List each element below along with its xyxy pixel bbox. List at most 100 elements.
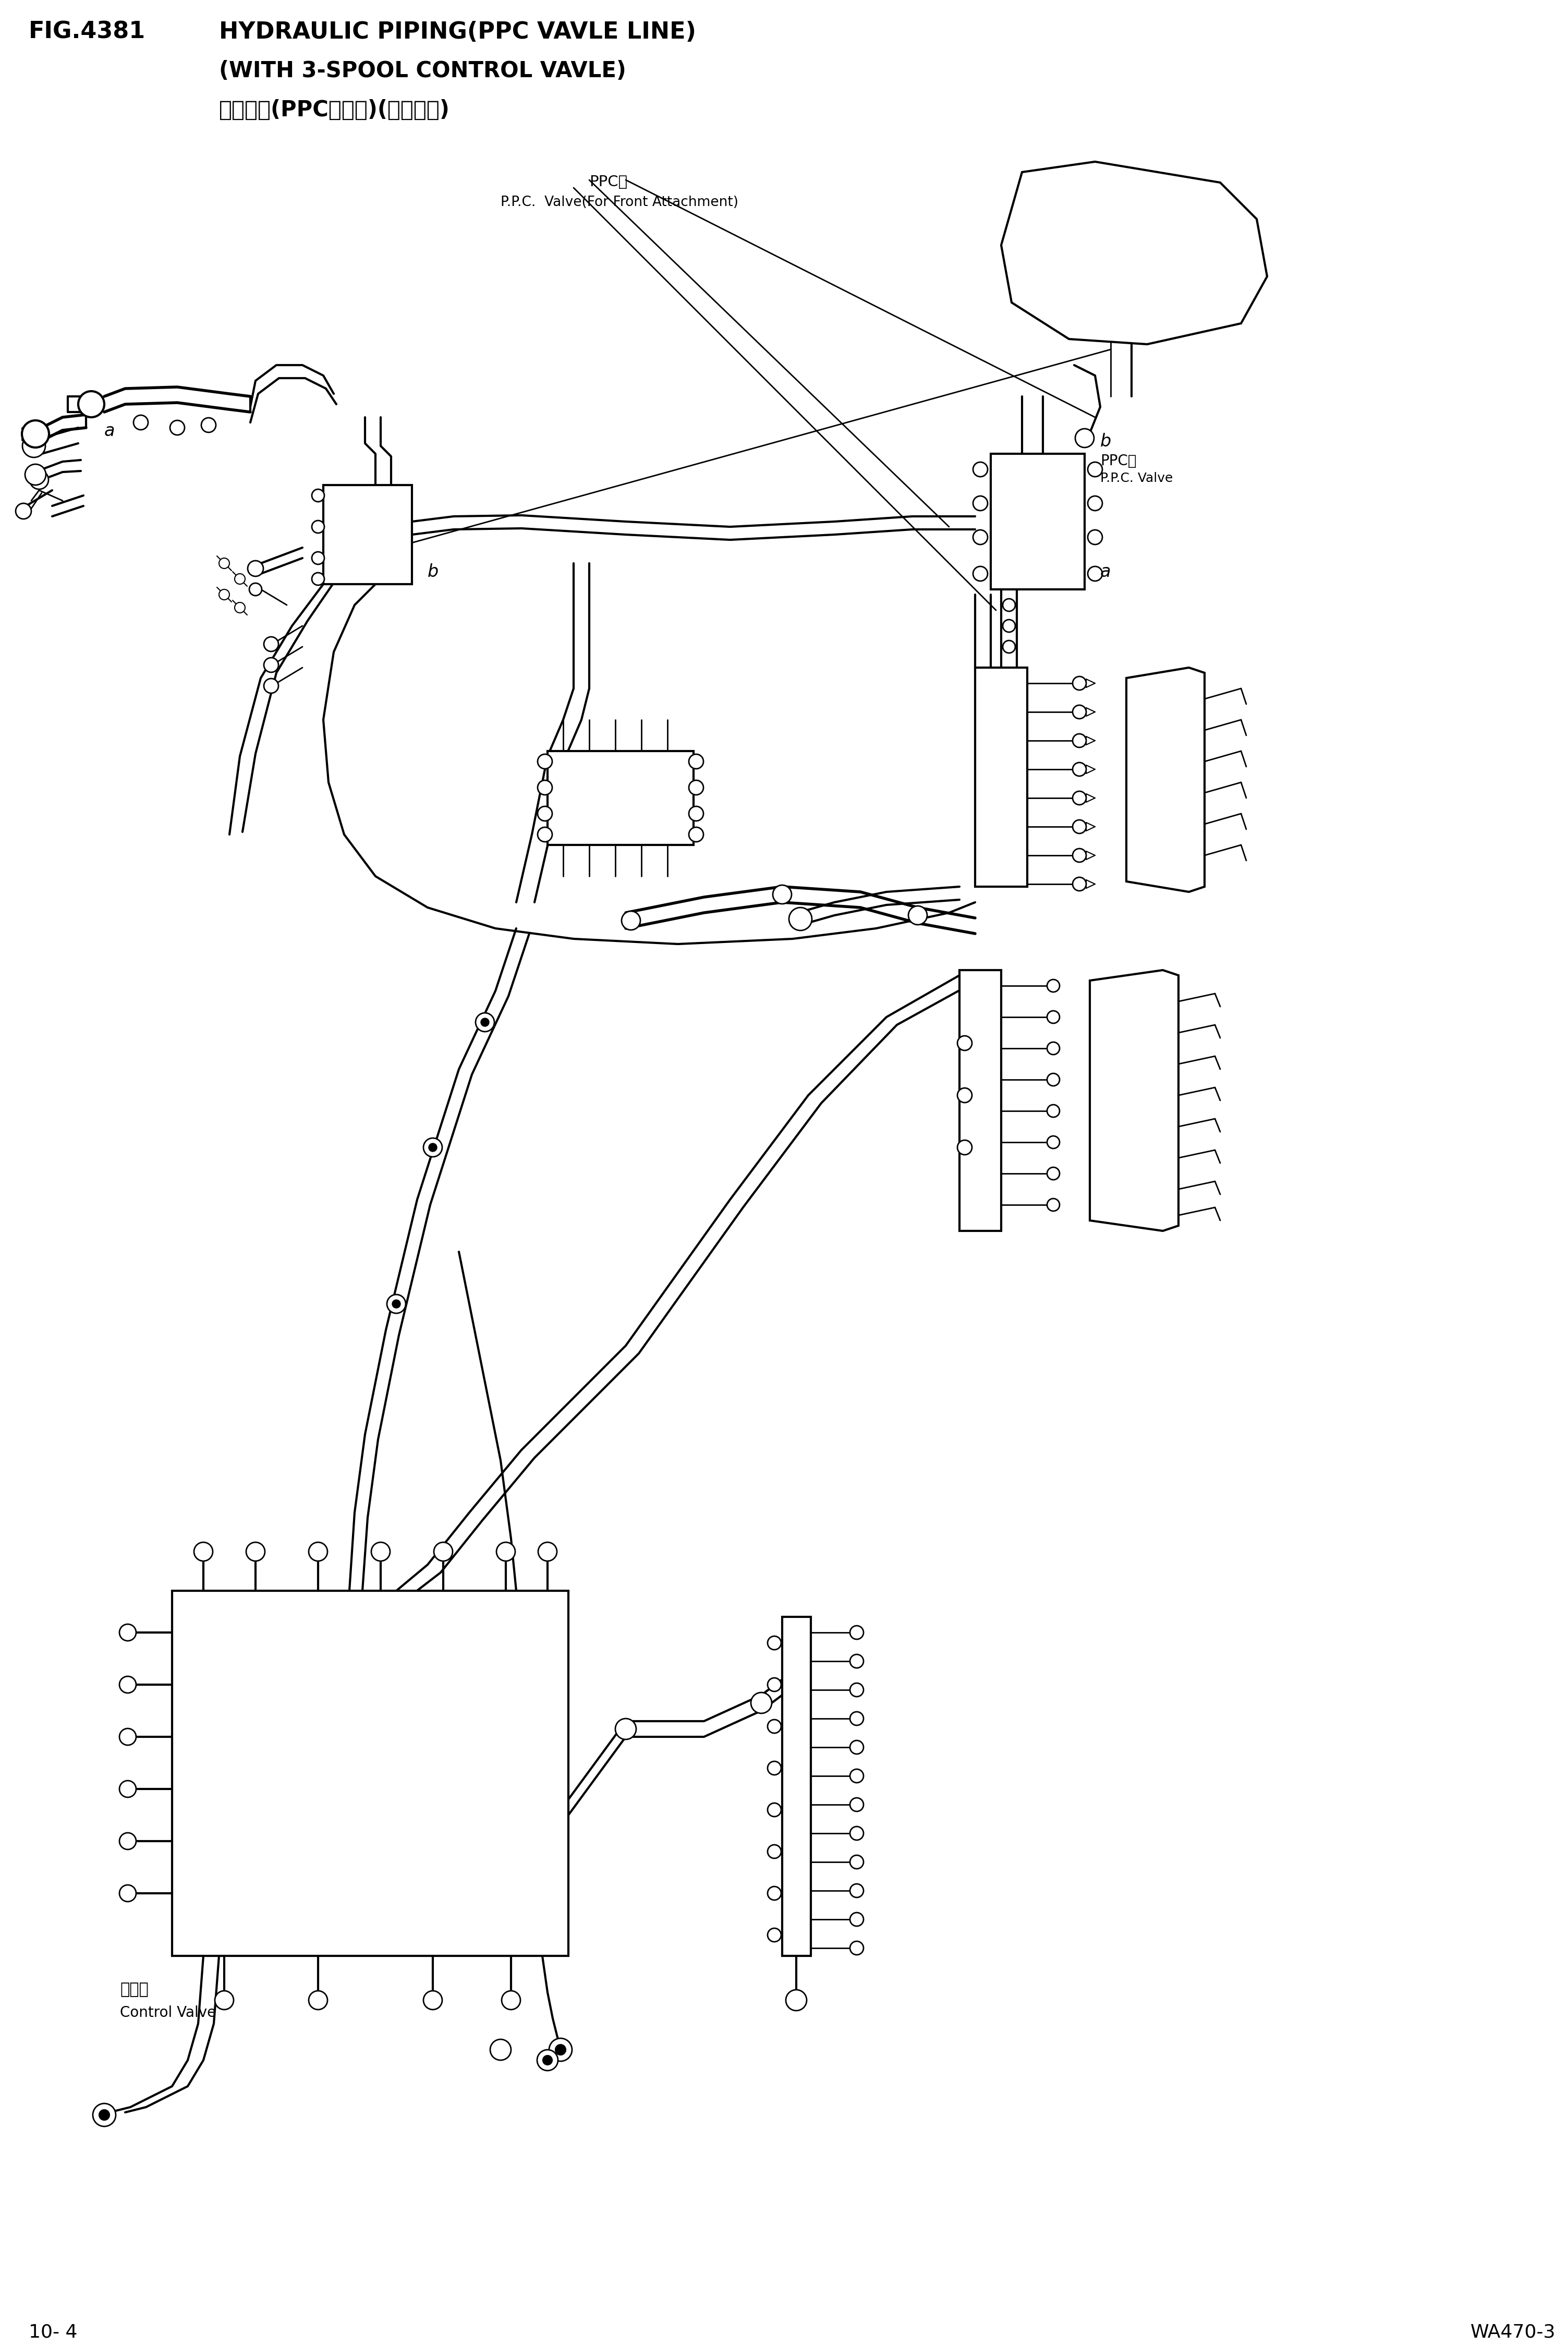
Text: b: b	[428, 563, 439, 579]
Circle shape	[312, 490, 325, 502]
Circle shape	[850, 1626, 864, 1640]
Polygon shape	[1002, 162, 1267, 345]
Circle shape	[1088, 495, 1102, 511]
Circle shape	[386, 1701, 394, 1710]
Circle shape	[201, 418, 216, 432]
Circle shape	[850, 1713, 864, 1724]
Circle shape	[1189, 870, 1201, 882]
Text: a: a	[1101, 563, 1112, 579]
Circle shape	[494, 1694, 517, 1717]
Circle shape	[309, 1541, 328, 1560]
Circle shape	[751, 1691, 771, 1713]
Circle shape	[1210, 242, 1240, 270]
Circle shape	[1189, 744, 1201, 758]
Circle shape	[1162, 985, 1174, 997]
Text: 10- 4: 10- 4	[28, 2323, 77, 2341]
Circle shape	[246, 1541, 265, 1560]
Circle shape	[119, 1729, 136, 1745]
Circle shape	[133, 415, 147, 429]
Circle shape	[1073, 762, 1087, 777]
Circle shape	[1088, 565, 1102, 582]
Circle shape	[502, 1722, 510, 1729]
Circle shape	[1073, 676, 1087, 690]
Circle shape	[312, 521, 325, 533]
Circle shape	[555, 2043, 566, 2055]
Circle shape	[1047, 1074, 1060, 1086]
Circle shape	[1073, 877, 1087, 891]
Circle shape	[958, 1140, 972, 1154]
Bar	[547, 751, 693, 845]
Circle shape	[201, 1701, 209, 1710]
Circle shape	[850, 1654, 864, 1668]
Circle shape	[1189, 683, 1201, 694]
Circle shape	[1047, 1135, 1060, 1150]
Circle shape	[502, 1992, 521, 2011]
Circle shape	[850, 1797, 864, 1811]
Circle shape	[768, 1720, 781, 1734]
Circle shape	[1162, 1013, 1174, 1025]
Circle shape	[688, 807, 704, 821]
Circle shape	[688, 828, 704, 842]
Circle shape	[347, 1701, 354, 1710]
Circle shape	[1047, 1042, 1060, 1056]
Text: P.P.C. Valve: P.P.C. Valve	[1101, 472, 1173, 486]
Circle shape	[1047, 981, 1060, 992]
Circle shape	[768, 1886, 781, 1900]
Circle shape	[1085, 286, 1101, 303]
Circle shape	[974, 462, 988, 476]
Circle shape	[522, 1701, 530, 1710]
Circle shape	[119, 1781, 136, 1797]
Circle shape	[99, 2109, 110, 2121]
Circle shape	[213, 1694, 235, 1717]
Circle shape	[1038, 282, 1068, 312]
Text: P.P.C.  Valve(For Front Attachment): P.P.C. Valve(For Front Attachment)	[500, 195, 739, 209]
Text: PPC阀: PPC阀	[1101, 453, 1137, 469]
Circle shape	[768, 1635, 781, 1649]
Circle shape	[1004, 619, 1014, 631]
Circle shape	[1073, 791, 1087, 805]
Circle shape	[850, 1856, 864, 1870]
Circle shape	[30, 472, 49, 490]
Circle shape	[365, 1682, 375, 1689]
Circle shape	[1073, 819, 1087, 833]
Circle shape	[1047, 1011, 1060, 1023]
Circle shape	[263, 636, 279, 652]
Circle shape	[850, 1741, 864, 1755]
Circle shape	[1047, 1168, 1060, 1180]
Circle shape	[1085, 209, 1101, 225]
Circle shape	[773, 884, 792, 903]
Circle shape	[365, 1722, 375, 1729]
Circle shape	[497, 1541, 516, 1560]
Circle shape	[974, 530, 988, 544]
Circle shape	[1076, 429, 1094, 448]
Circle shape	[768, 1762, 781, 1776]
Circle shape	[1162, 1215, 1174, 1227]
Circle shape	[958, 1089, 972, 1103]
Circle shape	[263, 678, 279, 692]
Circle shape	[688, 753, 704, 769]
Circle shape	[1073, 734, 1087, 748]
Circle shape	[423, 1138, 442, 1157]
Circle shape	[475, 1013, 494, 1032]
Circle shape	[549, 2039, 572, 2062]
Bar	[960, 971, 1002, 1232]
Circle shape	[1162, 1128, 1174, 1140]
Circle shape	[309, 1992, 328, 2011]
Circle shape	[621, 910, 640, 929]
Circle shape	[434, 1541, 453, 1560]
Circle shape	[1162, 1100, 1174, 1112]
Circle shape	[615, 1720, 637, 1738]
Circle shape	[1004, 640, 1014, 652]
Circle shape	[789, 908, 812, 931]
Text: PPC阀: PPC阀	[590, 174, 627, 190]
Circle shape	[768, 1844, 781, 1858]
Circle shape	[220, 1682, 229, 1689]
Circle shape	[22, 420, 49, 448]
Circle shape	[1090, 213, 1173, 298]
Circle shape	[1069, 192, 1195, 319]
Circle shape	[538, 2050, 558, 2072]
Circle shape	[428, 1143, 437, 1152]
Text: WA470-3: WA470-3	[1471, 2323, 1555, 2341]
Circle shape	[78, 392, 105, 418]
Circle shape	[235, 603, 245, 612]
